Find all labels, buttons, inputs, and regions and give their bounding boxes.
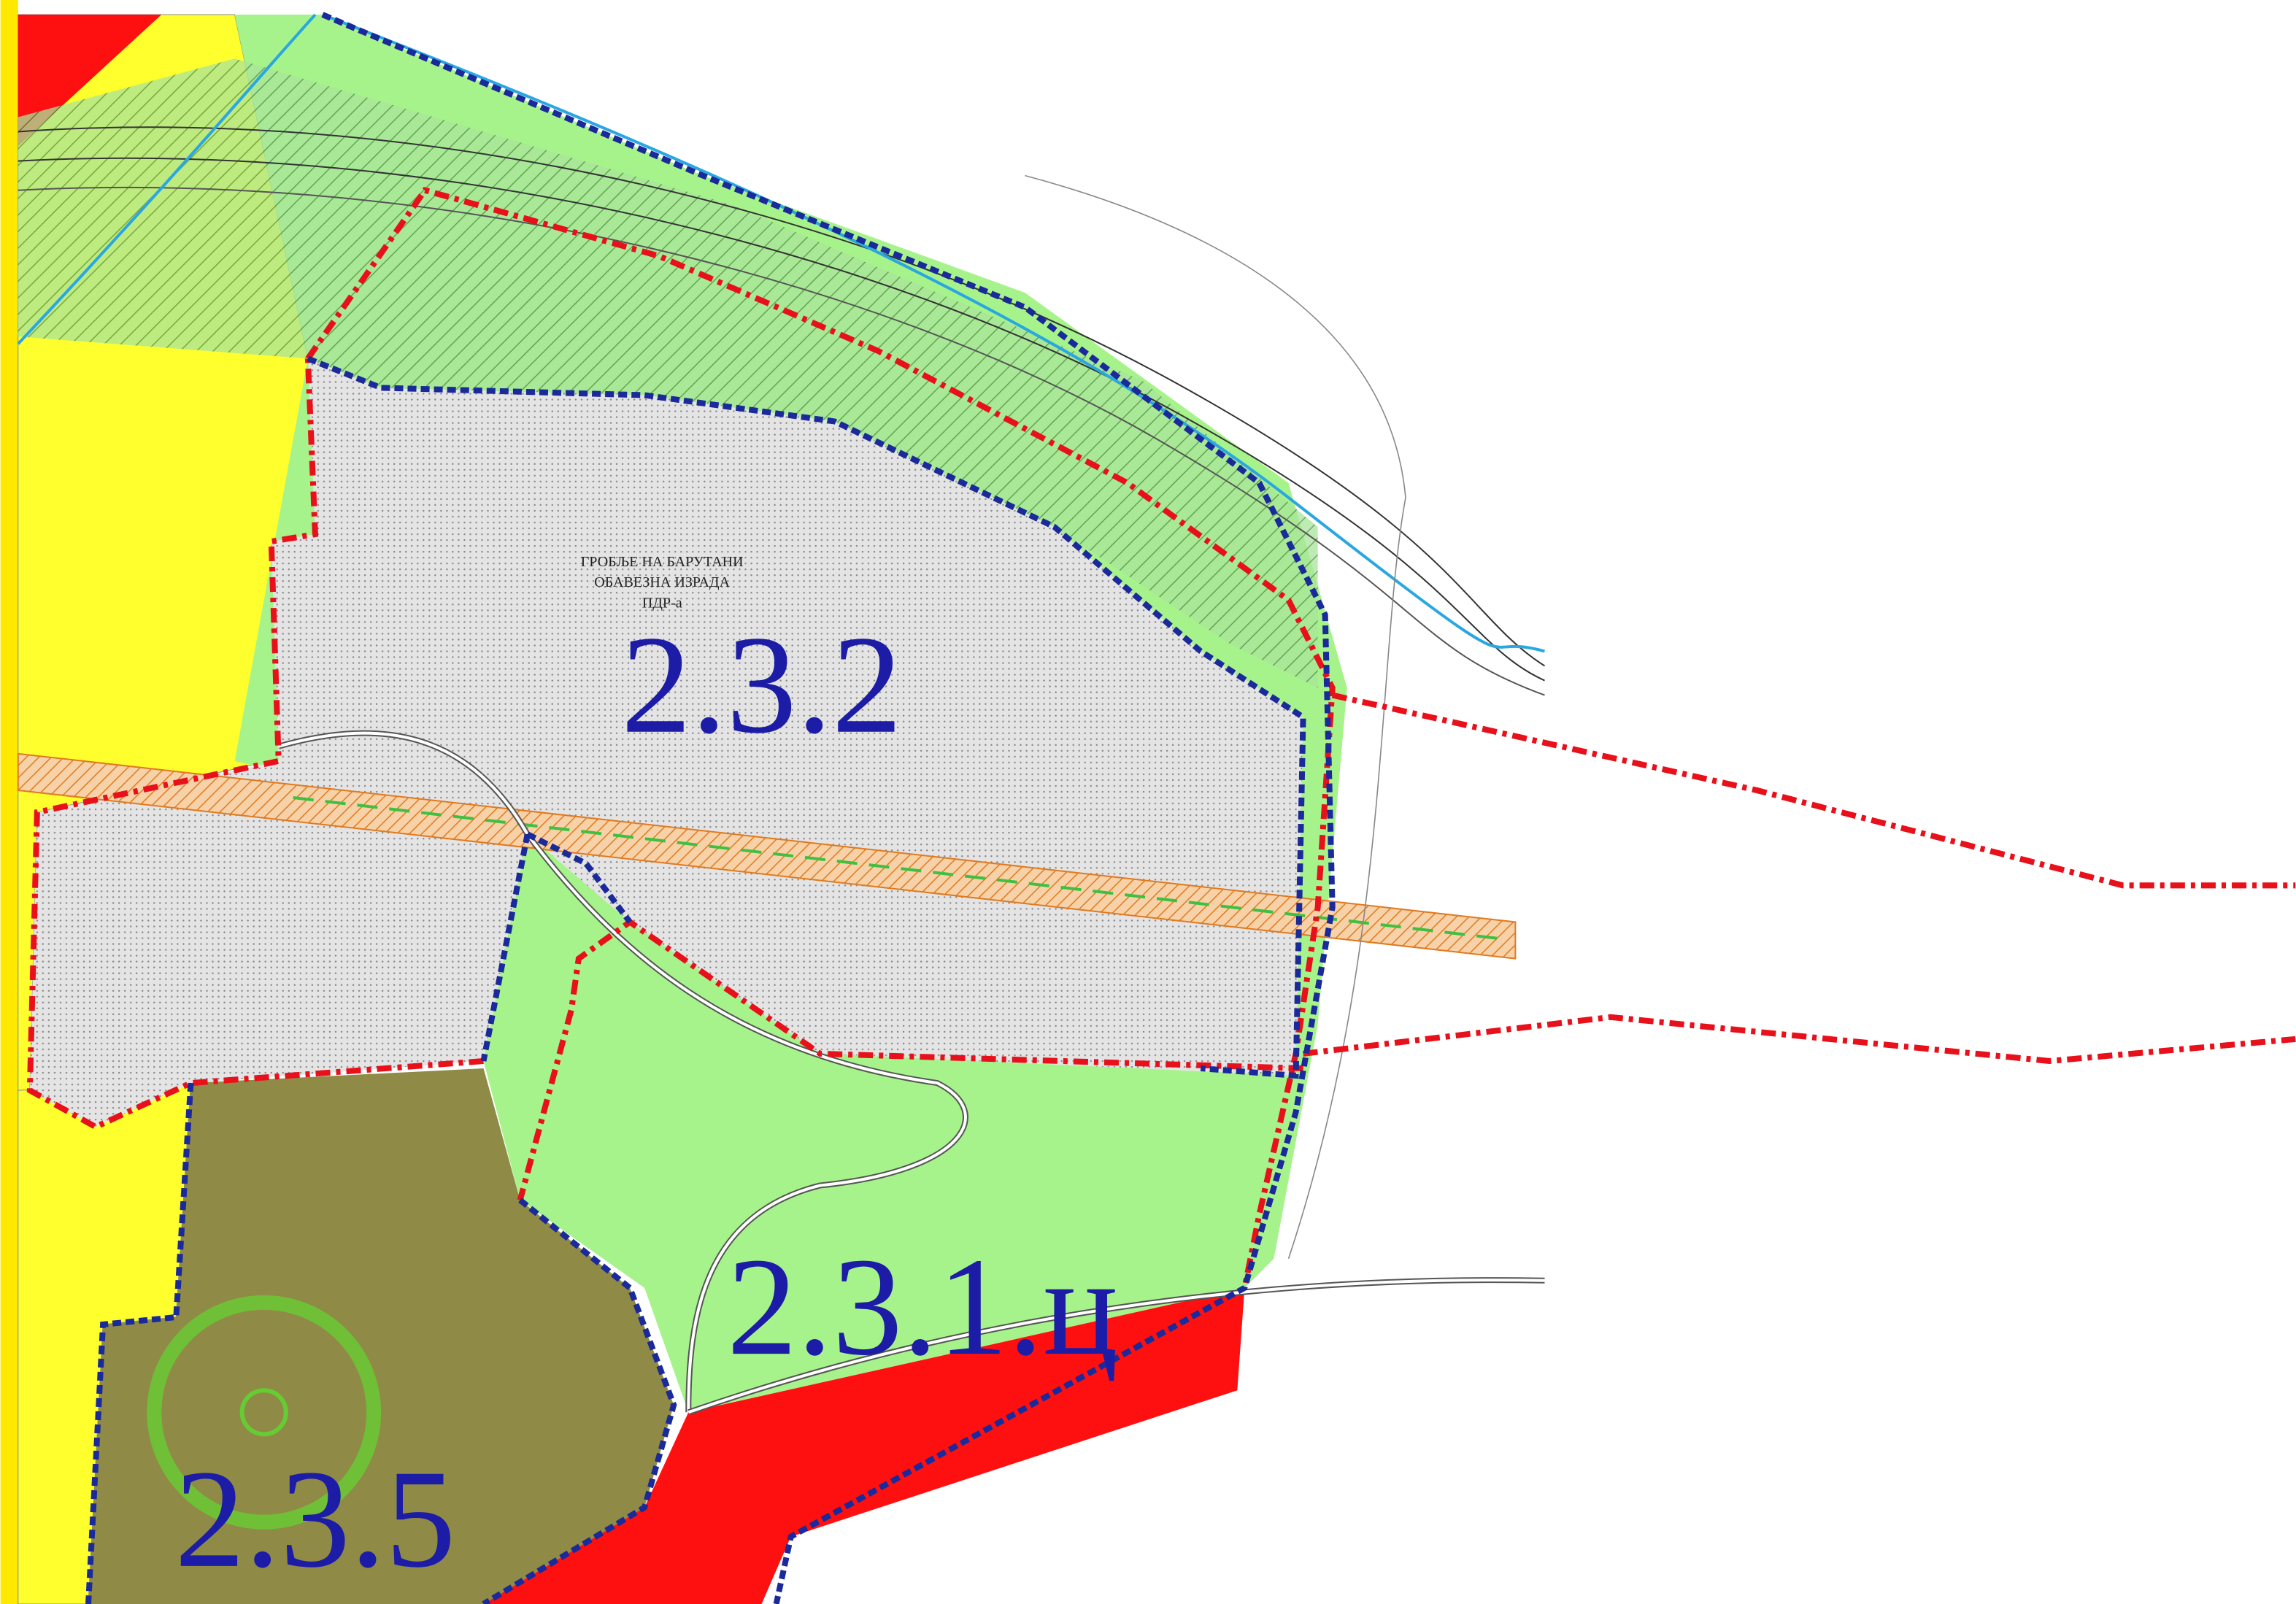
sports-zone <box>88 1068 674 1604</box>
stadium-track <box>147 1295 382 1530</box>
corridor-axis <box>293 795 1509 941</box>
zone-label: 2.3.2 <box>621 606 902 763</box>
labels: ГРОБЉЕ НА БАРУТАНИ ОБАВЕЗНА ИЗРАДА ПДР-а… <box>174 554 1118 1597</box>
boundaries <box>26 12 2296 1604</box>
plan-boundary <box>1303 692 2296 1064</box>
note-line: ПДР-а <box>642 595 682 611</box>
zone-label: 2.3.1.ц <box>727 1228 1118 1384</box>
protective-green <box>18 58 1318 688</box>
railway <box>18 186 1545 696</box>
contour <box>1025 174 1406 1259</box>
note-line: ОБАВЕЗНА ИЗРАДА <box>594 574 730 590</box>
railway <box>18 157 1545 682</box>
road <box>278 731 967 1413</box>
commercial-zone <box>483 1287 1245 1604</box>
stadium-center <box>239 1388 288 1437</box>
left-edge <box>0 0 18 1604</box>
utility-corridor <box>17 752 1517 960</box>
note-line: ГРОБЉЕ НА БАРУТАНИ <box>581 554 744 570</box>
road <box>687 1279 1545 1414</box>
cemetery-zone <box>29 358 1303 1127</box>
road <box>17 13 317 345</box>
zone-label: 2.3.5 <box>174 1441 455 1597</box>
zone-boundary <box>307 355 1306 1079</box>
land-use <box>0 0 1517 1604</box>
plan-boundary <box>26 187 1336 1289</box>
zone-boundary <box>85 12 1336 1604</box>
